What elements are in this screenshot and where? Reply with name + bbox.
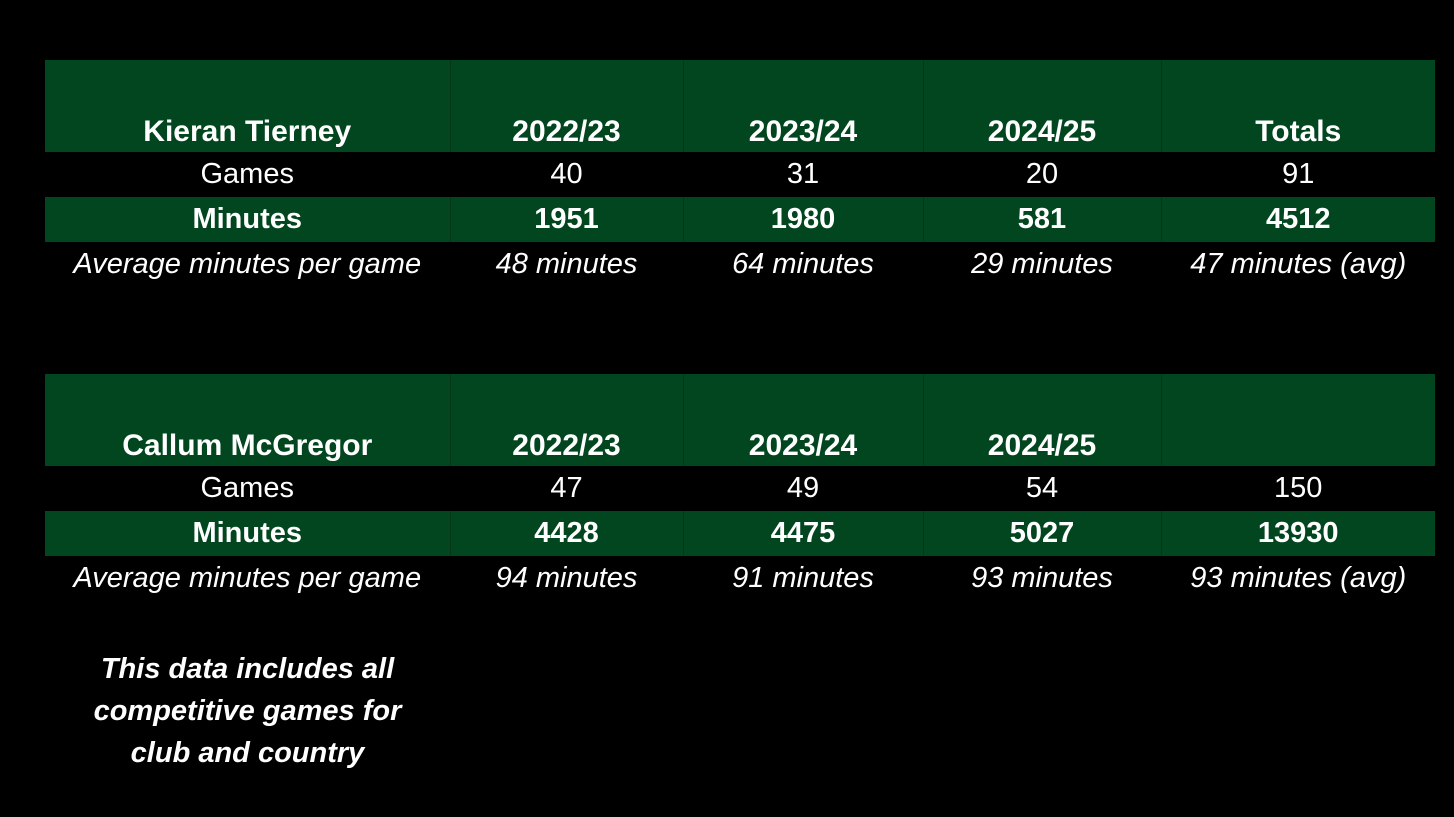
data-footnote: This data includes all competitive games… — [93, 653, 402, 769]
table-cell: 4475 — [682, 511, 923, 556]
row-label: Games — [45, 466, 450, 511]
table-cell: 47 — [449, 466, 683, 511]
minutes-row: Minutes 1951 1980 581 4512 — [45, 197, 1435, 242]
table-header-row: Callum McGregor 2022/23 2023/24 2024/25 — [45, 374, 1435, 466]
player-name: Callum McGregor — [45, 374, 450, 466]
table-cell: 4428 — [449, 511, 683, 556]
table-cell: 1980 — [682, 197, 923, 242]
table-cell: 1951 — [449, 197, 683, 242]
totals-header: Totals — [1160, 60, 1435, 152]
games-row: Games 47 49 54 150 — [45, 466, 1435, 511]
season-header: 2022/23 — [449, 60, 683, 152]
row-label: Minutes — [45, 197, 450, 242]
season-header: 2024/25 — [922, 374, 1161, 466]
table-cell: 29 minutes — [922, 242, 1161, 287]
table-cell: 40 — [449, 152, 683, 197]
table-cell: 64 minutes — [682, 242, 923, 287]
games-row: Games 40 31 20 91 — [45, 152, 1435, 197]
row-label: Average minutes per game — [45, 242, 450, 287]
average-minutes-row: Average minutes per game 48 minutes 64 m… — [45, 242, 1435, 287]
table-cell: 4512 — [1160, 197, 1435, 242]
player-stats-table-tierney: Kieran Tierney 2022/23 2023/24 2024/25 T… — [45, 60, 1435, 287]
minutes-row: Minutes 4428 4475 5027 13930 — [45, 511, 1435, 556]
table-cell: 48 minutes — [449, 242, 683, 287]
table-cell: 581 — [922, 197, 1161, 242]
table-cell: 49 — [682, 466, 923, 511]
season-header: 2023/24 — [682, 60, 923, 152]
row-label: Games — [45, 152, 450, 197]
table-cell: 93 minutes — [922, 556, 1161, 601]
totals-header — [1160, 374, 1435, 466]
table-cell: 31 — [682, 152, 923, 197]
average-minutes-row: Average minutes per game 94 minutes 91 m… — [45, 556, 1435, 601]
table-cell: 20 — [922, 152, 1161, 197]
table-cell: 94 minutes — [449, 556, 683, 601]
table-cell: 150 — [1160, 466, 1435, 511]
row-label: Minutes — [45, 511, 450, 556]
season-header: 2024/25 — [922, 60, 1161, 152]
season-header: 2022/23 — [449, 374, 683, 466]
table-cell: 54 — [922, 466, 1161, 511]
row-label: Average minutes per game — [45, 556, 450, 601]
season-header: 2023/24 — [682, 374, 923, 466]
table-cell: 5027 — [922, 511, 1161, 556]
player-name: Kieran Tierney — [45, 60, 450, 152]
table-cell: 91 minutes — [682, 556, 923, 601]
table-header-row: Kieran Tierney 2022/23 2023/24 2024/25 T… — [45, 60, 1435, 152]
table-cell: 91 — [1160, 152, 1435, 197]
table-cell: 47 minutes (avg) — [1160, 242, 1435, 287]
table-cell: 13930 — [1160, 511, 1435, 556]
table-cell: 93 minutes (avg) — [1160, 556, 1435, 601]
player-stats-table-mcgregor: Callum McGregor 2022/23 2023/24 2024/25 … — [45, 374, 1435, 601]
